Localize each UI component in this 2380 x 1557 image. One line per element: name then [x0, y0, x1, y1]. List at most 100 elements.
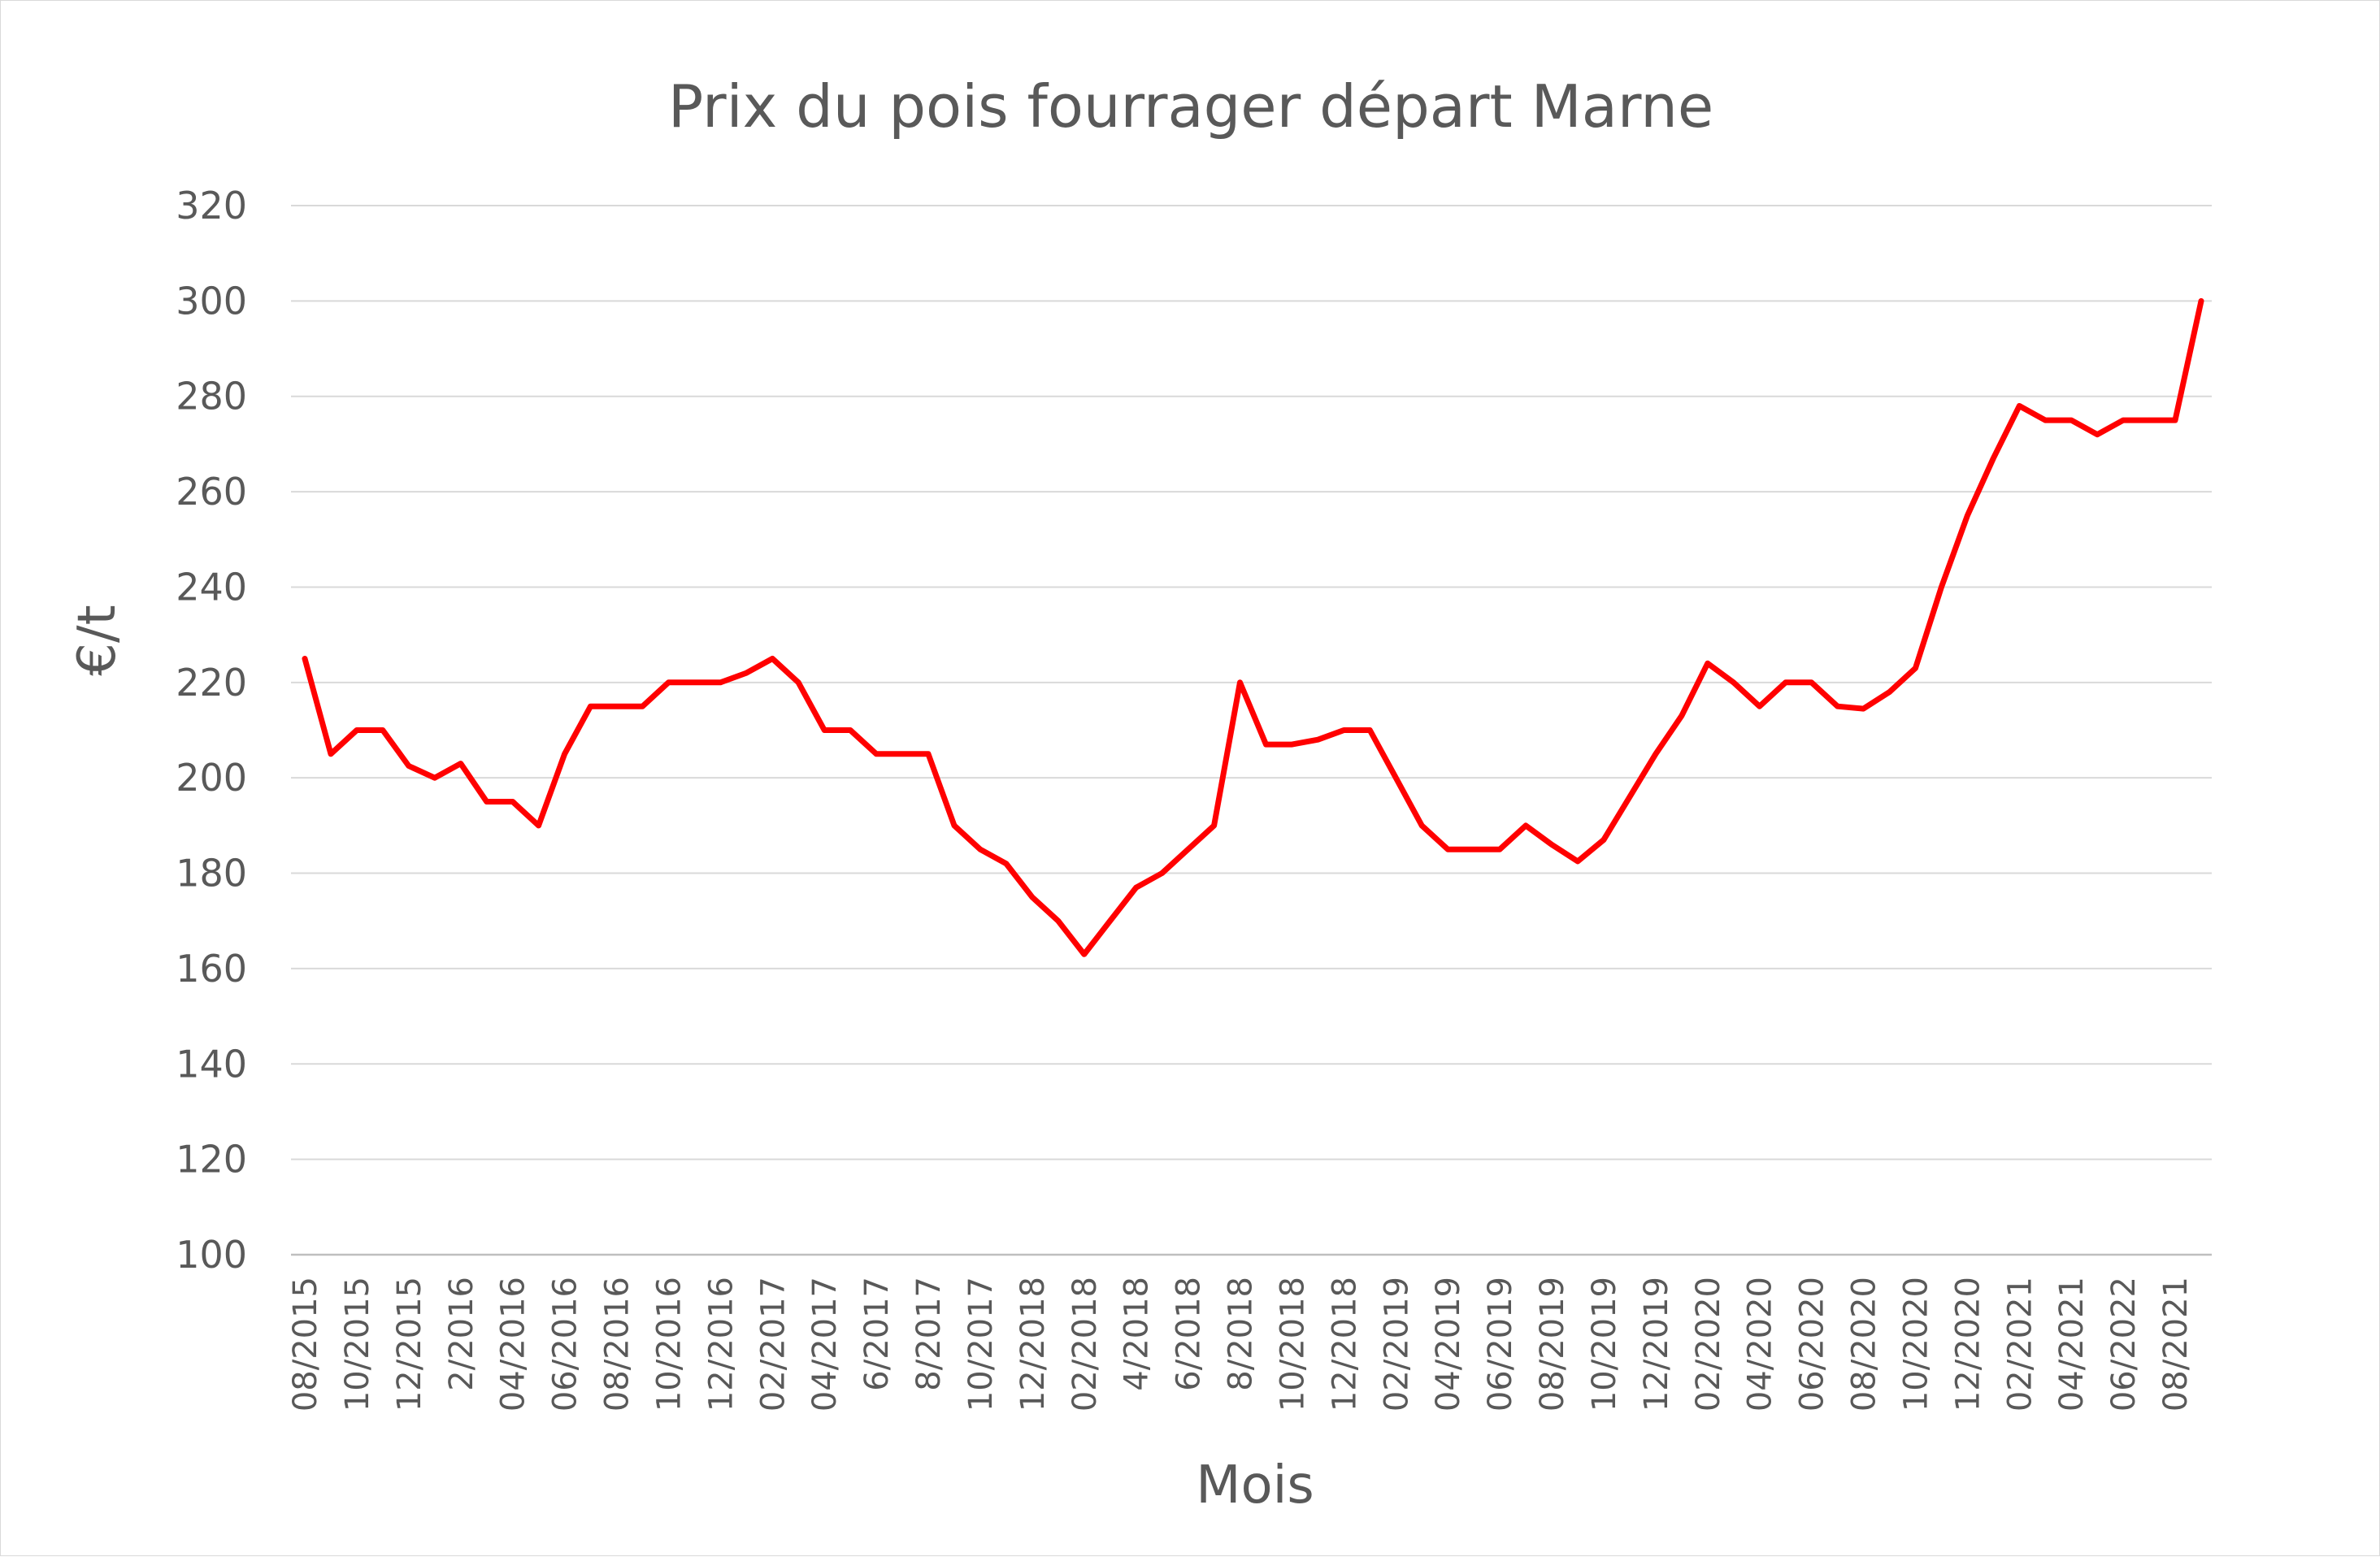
data-point: [1861, 705, 1866, 712]
x-tick-label: 04/2017: [806, 1277, 844, 1412]
data-point: [1887, 689, 1892, 695]
data-point: [822, 727, 827, 733]
data-point: [1679, 713, 1684, 719]
data-point: [796, 679, 801, 685]
data-point: [1185, 847, 1191, 852]
data-point: [718, 679, 723, 685]
y-tick-label: 240: [176, 565, 247, 609]
data-point: [406, 763, 411, 769]
data-point: [1159, 870, 1165, 876]
x-tick-label: 08/2021: [2157, 1277, 2195, 1412]
data-point: [432, 775, 437, 781]
data-point: [1757, 704, 1762, 709]
data-point: [847, 727, 853, 733]
data-point: [1419, 822, 1425, 829]
data-point: [692, 679, 697, 685]
data-point: [2043, 417, 2048, 423]
y-axis-title: €/t: [67, 605, 128, 675]
x-tick-label: 10/2016: [650, 1277, 688, 1412]
x-tick-label: 12/2016: [702, 1277, 740, 1412]
data-point: [2120, 417, 2126, 423]
price-series-line: [302, 297, 2204, 957]
data-point: [1003, 861, 1010, 867]
gridlines: [291, 205, 2212, 1256]
x-tick-label: 04/2016: [495, 1277, 532, 1412]
data-point: [2172, 417, 2178, 423]
data-point: [1471, 847, 1477, 852]
series-layer: [302, 297, 2204, 957]
chart-title: Prix du pois fourrager départ Marne: [668, 72, 1713, 141]
x-tick-label: 08/2016: [599, 1277, 636, 1412]
data-point: [640, 704, 645, 709]
x-tick-label: 02/2019: [1378, 1277, 1415, 1412]
data-point: [328, 751, 334, 757]
x-tick-label: 8/2017: [910, 1277, 948, 1391]
data-point: [1731, 679, 1736, 685]
x-tick-label: 02/2021: [2001, 1277, 2039, 1412]
x-tick-label: 06/2020: [1794, 1277, 1831, 1412]
data-point: [1496, 847, 1503, 852]
data-point: [1445, 847, 1451, 852]
y-tick-label: 140: [176, 1042, 247, 1086]
y-axis-tick-labels: 100 120 140 160 180 200 220 240 260 280 300 320: [176, 184, 247, 1277]
data-point: [977, 847, 984, 852]
x-tick-label: 12/2018: [1014, 1277, 1052, 1412]
data-point: [1263, 741, 1269, 748]
data-point: [484, 799, 489, 805]
y-tick-label: 220: [176, 661, 247, 705]
data-point: [1783, 679, 1788, 685]
data-point: [536, 822, 541, 829]
data-point: [1341, 727, 1347, 733]
x-axis-title: Mois: [1196, 1455, 1314, 1516]
data-point: [873, 751, 879, 757]
x-tick-label: 06/2016: [547, 1277, 584, 1412]
x-tick-label: 02/2017: [754, 1277, 792, 1412]
data-point: [1809, 679, 1814, 685]
data-point: [588, 704, 593, 709]
data-point: [458, 761, 463, 766]
data-point: [562, 751, 567, 757]
x-tick-label: 4/2018: [1118, 1277, 1156, 1391]
data-point: [1211, 822, 1217, 829]
x-tick-label: 10/2019: [1586, 1277, 1623, 1412]
x-tick-label: 12/2020: [1949, 1277, 1987, 1412]
x-tick-label: 12/2018: [1326, 1277, 1363, 1412]
data-point: [1835, 704, 1840, 709]
x-tick-label: 02/2020: [1690, 1277, 1727, 1412]
x-tick-label: 08/2015: [287, 1277, 324, 1412]
data-point: [1574, 858, 1581, 865]
y-tick-label: 120: [176, 1138, 247, 1182]
data-point: [2069, 417, 2074, 423]
x-tick-label: 06/2019: [1482, 1277, 1519, 1412]
data-point: [1522, 822, 1529, 829]
data-point: [1367, 727, 1373, 733]
data-point: [1237, 679, 1243, 685]
data-point: [1055, 918, 1062, 924]
x-tick-label: 04/2020: [1742, 1277, 1779, 1412]
x-tick-label: 02/2018: [1066, 1277, 1104, 1412]
x-tick-label: 08/2019: [1534, 1277, 1571, 1412]
data-point: [1081, 952, 1088, 957]
data-point: [1991, 455, 1996, 462]
x-tick-label: 10/2015: [339, 1277, 376, 1412]
data-point: [380, 727, 386, 733]
x-tick-label: 2/2016: [443, 1277, 480, 1391]
data-point: [2146, 417, 2152, 423]
data-point: [1965, 513, 1970, 518]
x-tick-label: 10/2020: [1897, 1277, 1935, 1412]
data-point: [2198, 298, 2204, 304]
x-tick-label: 8/2018: [1223, 1277, 1260, 1391]
data-point: [1939, 584, 1944, 590]
x-tick-label: 06/2022: [2105, 1277, 2143, 1412]
data-point: [666, 679, 671, 685]
data-point: [1548, 842, 1555, 848]
x-tick-label: 10/2018: [1274, 1277, 1311, 1412]
data-point: [1626, 794, 1633, 800]
x-tick-label: 12/2019: [1638, 1277, 1675, 1412]
y-tick-label: 200: [176, 756, 247, 800]
data-point: [1913, 666, 1918, 671]
data-point: [1029, 894, 1036, 900]
data-point: [1315, 737, 1321, 743]
